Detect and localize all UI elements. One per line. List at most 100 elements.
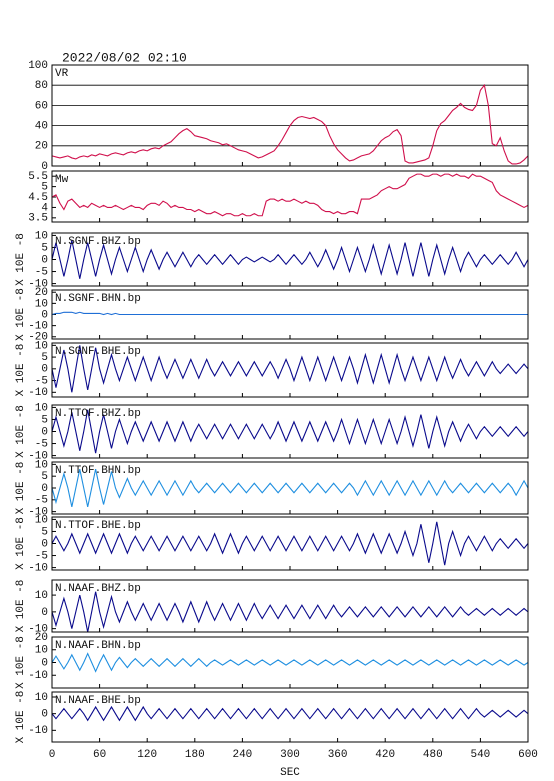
x-tick-label: 60 bbox=[93, 749, 106, 761]
y-tick-label: -10 bbox=[28, 450, 48, 462]
x-tick-label: 120 bbox=[137, 749, 157, 761]
y-tick-label: -10 bbox=[28, 725, 48, 737]
panel-label: N.TTOF.BHZ.bp bbox=[55, 408, 141, 420]
y-tick-label: 10 bbox=[35, 692, 48, 704]
panel-label: N.SGNF.BHZ.bp bbox=[55, 236, 141, 248]
panel-frame bbox=[51, 342, 529, 398]
y-axis-label: X 10E -8 bbox=[15, 517, 27, 570]
x-axis-label: SEC bbox=[280, 767, 300, 779]
y-tick-label: 0 bbox=[41, 607, 48, 619]
x-tick-label: 360 bbox=[328, 749, 348, 761]
panel-label: N.TTOF.BHE.bp bbox=[55, 520, 141, 532]
y-tick-label: 0 bbox=[41, 364, 48, 376]
panel-frame bbox=[51, 461, 529, 515]
x-tick-label: 240 bbox=[232, 749, 252, 761]
y-tick-label: -5 bbox=[35, 550, 48, 562]
y-tick-label: 60 bbox=[35, 100, 48, 112]
y-tick-label: -20 bbox=[28, 332, 48, 344]
x-tick-label: 0 bbox=[49, 749, 56, 761]
y-axis-label: X 10E -8 bbox=[15, 580, 27, 633]
y-tick-label: 5.5 bbox=[28, 171, 48, 183]
x-tick-label: 480 bbox=[423, 749, 443, 761]
y-tick-label: -10 bbox=[28, 624, 48, 636]
y-tick-label: 20 bbox=[35, 632, 48, 644]
y-axis-label: X 10E -8 bbox=[15, 288, 27, 341]
x-tick-label: 420 bbox=[375, 749, 395, 761]
y-tick-label: -10 bbox=[28, 507, 48, 519]
x-tick-label: 600 bbox=[518, 749, 538, 761]
y-tick-label: 5 bbox=[41, 414, 48, 426]
y-tick-label: -5 bbox=[35, 266, 48, 278]
y-tick-label: 10 bbox=[35, 645, 48, 657]
panel-label: Mw bbox=[55, 174, 69, 186]
panel-frame bbox=[51, 404, 529, 459]
y-tick-label: 20 bbox=[35, 287, 48, 299]
y-tick-label: 0 bbox=[41, 483, 48, 495]
y-axis-label: X 10E -8 bbox=[15, 462, 27, 515]
y-tick-label: 3.5 bbox=[28, 213, 48, 225]
y-tick-label: 0 bbox=[41, 309, 48, 321]
y-tick-label: 40 bbox=[35, 121, 48, 133]
y-tick-label: 0 bbox=[41, 426, 48, 438]
panel-frame bbox=[51, 691, 529, 743]
x-tick-label: 300 bbox=[280, 749, 300, 761]
panel-label: N.SGNF.BHN.bp bbox=[55, 293, 141, 305]
panel-frame bbox=[51, 170, 529, 223]
y-axis-label: X 10E -8 bbox=[15, 636, 27, 689]
y-axis-label: X 10E -8 bbox=[15, 233, 27, 286]
panel-frame bbox=[51, 579, 529, 633]
y-axis-label: X 10E -8 bbox=[15, 691, 27, 744]
trace bbox=[51, 409, 529, 454]
trace bbox=[51, 173, 529, 217]
y-axis-label: X 10E -8 bbox=[15, 405, 27, 458]
y-tick-label: -5 bbox=[35, 438, 48, 450]
y-tick-label: 0 bbox=[41, 161, 48, 173]
y-tick-label: 4 bbox=[41, 202, 48, 214]
y-tick-label: -10 bbox=[28, 387, 48, 399]
y-tick-label: 5 bbox=[41, 526, 48, 538]
y-tick-label: -5 bbox=[35, 495, 48, 507]
y-tick-label: 0 bbox=[41, 709, 48, 721]
y-tick-label: 10 bbox=[35, 298, 48, 310]
y-tick-label: 5 bbox=[41, 182, 48, 194]
trace bbox=[51, 705, 529, 722]
y-tick-label: 5 bbox=[41, 471, 48, 483]
x-tick-label: 540 bbox=[470, 749, 490, 761]
y-tick-label: 5 bbox=[41, 352, 48, 364]
trace bbox=[51, 311, 528, 316]
panel-frame bbox=[51, 64, 529, 167]
y-tick-label: 5 bbox=[41, 242, 48, 254]
y-tick-label: 10 bbox=[35, 230, 48, 242]
y-tick-label: 100 bbox=[28, 60, 48, 72]
y-tick-label: 10 bbox=[35, 514, 48, 526]
chart-title: 2022/08/02 02:10 bbox=[62, 50, 187, 65]
panel-label: N.SGNF.BHE.bp bbox=[55, 346, 141, 358]
y-tick-label: 20 bbox=[35, 141, 48, 153]
panel-label: N.NAAF.BHE.bp bbox=[55, 695, 141, 707]
y-tick-label: 0 bbox=[41, 254, 48, 266]
y-tick-label: 0 bbox=[41, 538, 48, 550]
y-tick-label: -10 bbox=[28, 321, 48, 333]
panel-label: N.TTOF.BHN.bp bbox=[55, 465, 141, 477]
panel-frame bbox=[51, 516, 529, 571]
panel-label: VR bbox=[55, 68, 69, 80]
y-tick-label: 80 bbox=[35, 80, 48, 92]
y-tick-label: 10 bbox=[35, 590, 48, 602]
y-tick-label: 10 bbox=[35, 459, 48, 471]
trace bbox=[51, 240, 529, 279]
y-tick-label: -10 bbox=[28, 562, 48, 574]
y-tick-label: -10 bbox=[28, 670, 48, 682]
trace bbox=[51, 652, 529, 673]
y-axis-label: X 10E -8 bbox=[15, 344, 27, 397]
y-tick-label: 4.5 bbox=[28, 192, 48, 204]
trace bbox=[51, 83, 529, 165]
trace bbox=[51, 345, 529, 393]
trace bbox=[51, 468, 529, 508]
panel-frame bbox=[51, 289, 529, 340]
y-tick-label: 10 bbox=[35, 340, 48, 352]
panel-frame bbox=[51, 232, 529, 287]
y-tick-label: 0 bbox=[41, 657, 48, 669]
panel-frame bbox=[51, 636, 529, 689]
